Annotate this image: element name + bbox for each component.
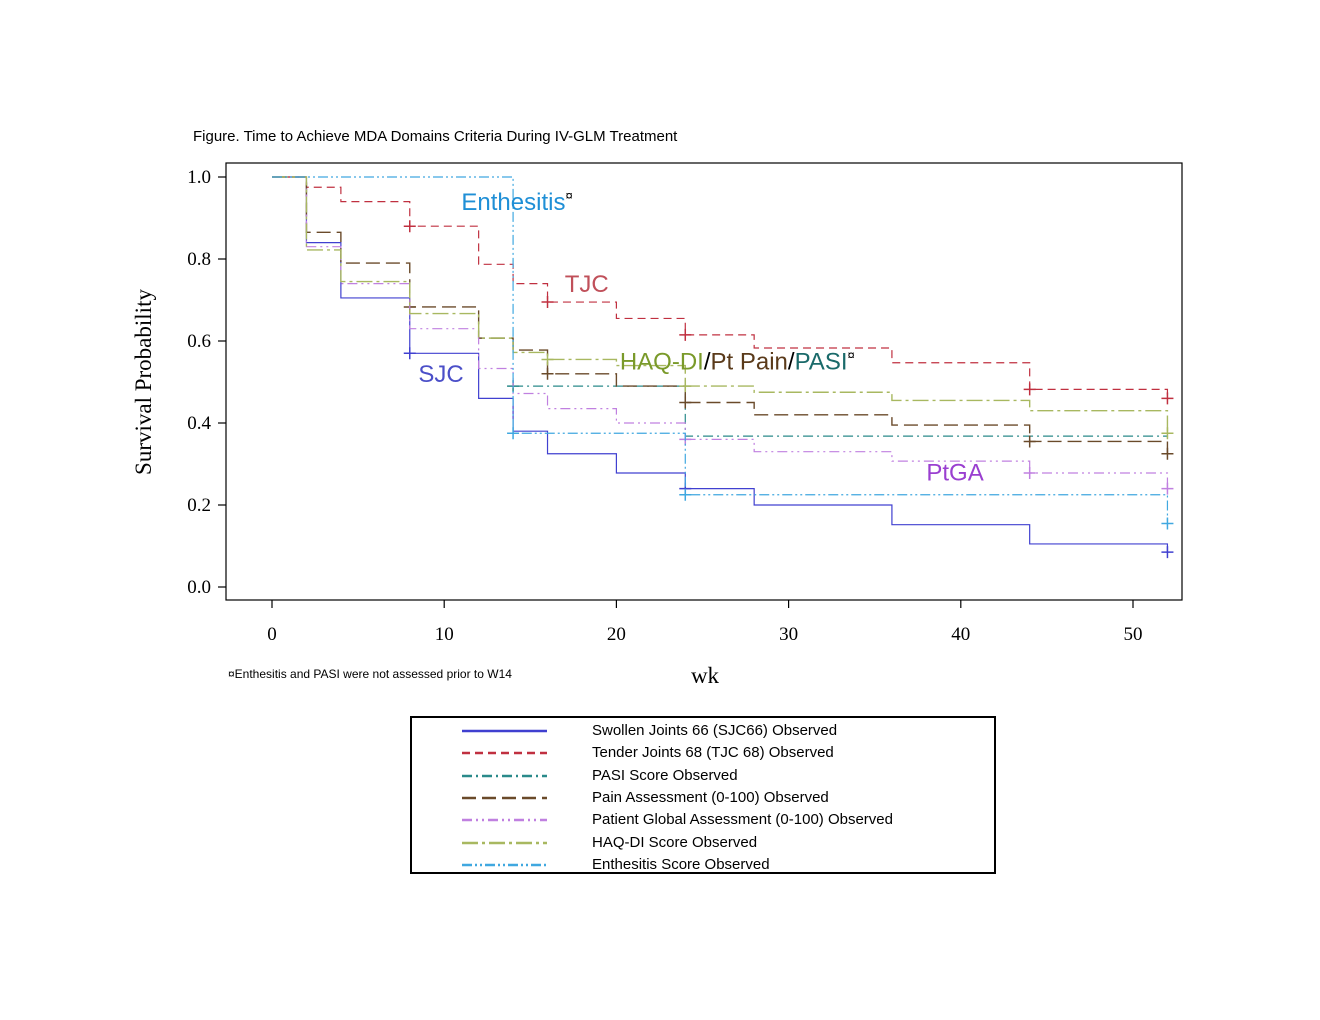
annotation-text: SJC — [418, 361, 463, 388]
series-line-4 — [272, 176, 1169, 489]
haq-label-part: HAQ-DI — [620, 349, 704, 376]
legend-item: Pain Assessment (0-100) Observed — [412, 787, 994, 809]
legend-label: PASI Score Observed — [592, 766, 738, 784]
censor-mark — [679, 396, 692, 409]
legend-swatch — [462, 774, 547, 777]
haq-label-part: Pt Pain — [711, 349, 788, 376]
y-tick-label: 0.6 — [187, 331, 211, 352]
haq-label-part: / — [788, 349, 795, 376]
annotation-label: SJC — [418, 361, 463, 388]
x-tick-label: 0 — [267, 624, 277, 645]
legend-label: Pain Assessment (0-100) Observed — [592, 788, 829, 806]
legend-item: HAQ-DI Score Observed — [412, 832, 994, 854]
censor-mark — [679, 380, 692, 393]
legend-label: Enthesitis Score Observed — [592, 855, 770, 873]
censor-mark — [1023, 467, 1036, 480]
axis-ticks: 0 10 20 30 40 50 0.0 0.2 0.4 0.6 0.8 1.0 — [187, 167, 1142, 645]
haq-pain-pasi-label: HAQ-DI/Pt Pain/PASI¤ — [620, 348, 855, 376]
censor-mark — [403, 220, 416, 233]
y-axis-label: Survival Probability — [131, 289, 156, 475]
censor-mark — [1161, 427, 1174, 440]
x-axis-label: wk — [691, 663, 720, 688]
annotation-sup: ¤ — [848, 348, 855, 363]
annotation-text: PtGA — [926, 459, 983, 486]
series-line-5 — [272, 176, 1169, 434]
censor-mark — [1023, 383, 1036, 396]
x-tick-label: 10 — [435, 624, 454, 645]
x-tick-label: 40 — [951, 624, 970, 645]
series-line-0 — [272, 176, 1169, 553]
censor-mark — [679, 328, 692, 341]
x-tick-label: 50 — [1124, 624, 1143, 645]
annotation-sup: ¤ — [565, 188, 572, 203]
annotation-text: Enthesitis — [461, 189, 565, 216]
series-layer — [272, 176, 1174, 559]
annotation-label: Enthesitis¤ — [461, 188, 572, 216]
legend-swatch — [462, 796, 547, 800]
legend: Swollen Joints 66 (SJC66) Observed Tender… — [410, 716, 996, 874]
legend-label: Patient Global Assessment (0-100) Observ… — [592, 811, 893, 829]
legend-swatch — [462, 863, 547, 867]
haq-label-part: PASI — [795, 349, 848, 376]
censor-mark — [541, 353, 554, 366]
censor-mark — [403, 347, 416, 360]
legend-item: Tender Joints 68 (TJC 68) Observed — [412, 742, 994, 764]
legend-swatch — [462, 818, 547, 822]
y-tick-label: 0.4 — [187, 413, 211, 434]
y-tick-label: 1.0 — [187, 167, 211, 188]
censor-mark — [1161, 517, 1174, 530]
y-tick-label: 0.2 — [187, 495, 211, 516]
censor-mark — [541, 296, 554, 309]
legend-label: Swollen Joints 66 (SJC66) Observed — [592, 722, 838, 739]
footnote: ¤Enthesitis and PASI were not assessed p… — [228, 667, 512, 681]
legend-label: Tender Joints 68 (TJC 68) Observed — [592, 744, 834, 762]
series-line-2 — [513, 385, 1169, 438]
legend-label: HAQ-DI Score Observed — [592, 833, 758, 851]
censor-mark — [679, 488, 692, 501]
series-line-6 — [272, 176, 1169, 524]
x-tick-label: 30 — [779, 624, 798, 645]
censor-mark — [1161, 482, 1174, 495]
legend-item: Swollen Joints 66 (SJC66) Observed — [412, 720, 994, 742]
legend-item: PASI Score Observed — [412, 765, 994, 787]
censor-mark — [1161, 546, 1174, 559]
y-tick-label: 0.0 — [187, 577, 211, 598]
censor-mark — [1161, 392, 1174, 405]
legend-item: Enthesitis Score Observed — [412, 854, 994, 876]
censor-mark — [1161, 447, 1174, 460]
series-line-1 — [272, 176, 1169, 399]
censor-mark — [541, 367, 554, 380]
legend-item: Patient Global Assessment (0-100) Observ… — [412, 809, 994, 831]
legend-swatch — [462, 729, 547, 733]
legend-swatch — [462, 841, 547, 844]
y-tick-label: 0.8 — [187, 249, 211, 270]
legend-swatch — [462, 752, 547, 755]
annotation-label: PtGA — [926, 459, 983, 486]
censor-mark — [507, 427, 520, 440]
plot-frame — [225, 162, 1183, 601]
annotation-label: TJC — [565, 271, 609, 298]
censor-mark — [1023, 435, 1036, 448]
x-tick-label: 20 — [607, 624, 626, 645]
series-line-3 — [272, 176, 1169, 454]
chart-title: Figure. Time to Achieve MDA Domains Crit… — [193, 128, 678, 145]
km-chart: 0 10 20 30 40 50 0.0 0.2 0.4 0.6 0.8 1.0 Enthesitis… — [131, 162, 1183, 688]
haq-label-part: / — [704, 349, 711, 376]
annotation-text: TJC — [565, 271, 609, 298]
